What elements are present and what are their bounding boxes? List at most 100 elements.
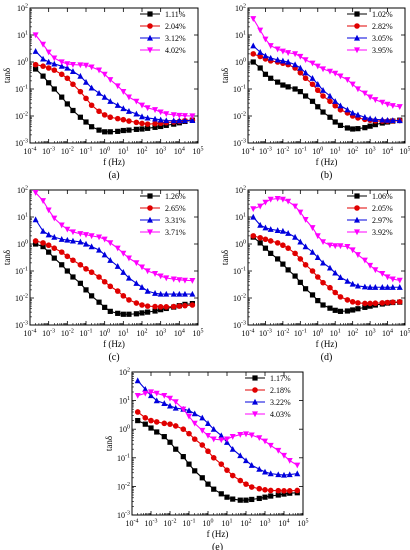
data-point [229, 472, 236, 479]
y-tick-label: 102 [235, 4, 246, 14]
data-point [292, 86, 298, 92]
data-point [332, 119, 338, 125]
data-point [332, 269, 339, 276]
data-point [250, 42, 257, 49]
data-point [344, 277, 351, 284]
data-point [384, 299, 391, 306]
data-point [218, 461, 225, 467]
data-point [126, 118, 132, 124]
x-tick-label: 10-3 [259, 329, 272, 339]
data-point [275, 256, 281, 262]
data-point [142, 415, 149, 421]
x-tick-label: 10-2 [61, 329, 74, 339]
data-point [256, 485, 263, 492]
data-point [349, 81, 356, 88]
y-tick-label: 100 [235, 58, 246, 68]
data-point [332, 289, 339, 296]
data-point [40, 73, 46, 79]
data-point [237, 497, 243, 503]
data-point [199, 427, 206, 434]
x-tick-label: 10-4 [242, 329, 255, 339]
data-point [257, 27, 264, 34]
data-point [148, 425, 154, 431]
x-tick-label: 104 [174, 329, 185, 339]
data-point [176, 117, 183, 124]
data-point [297, 238, 304, 245]
data-point [33, 66, 39, 72]
data-point [379, 300, 386, 306]
data-point [257, 240, 263, 246]
data-point [139, 126, 145, 132]
data-point [320, 93, 326, 99]
data-point [89, 293, 95, 299]
data-point [372, 97, 379, 103]
data-point [320, 109, 326, 115]
data-point [267, 442, 274, 449]
data-point [77, 280, 83, 286]
data-point [218, 432, 225, 439]
data-point [243, 457, 249, 464]
y-tick-label: 10-3 [233, 139, 246, 149]
data-point [45, 231, 52, 238]
data-point [101, 112, 108, 118]
data-point [309, 81, 316, 88]
data-point [64, 226, 71, 233]
data-point [237, 431, 244, 438]
data-point [172, 423, 179, 429]
x-tick-label: 10-3 [145, 519, 158, 529]
data-point [70, 81, 76, 88]
data-point [133, 300, 140, 306]
data-point [320, 259, 327, 266]
data-point [257, 65, 263, 71]
y-tick-label: 100 [17, 240, 28, 250]
data-point [326, 242, 333, 249]
data-point [64, 268, 70, 274]
data-point [268, 75, 274, 81]
data-point [144, 105, 151, 112]
data-point [153, 390, 160, 397]
data-point [309, 268, 316, 274]
data-point [96, 234, 103, 241]
data-point [59, 94, 65, 100]
data-point [361, 90, 368, 97]
data-point [102, 304, 108, 310]
data-point [267, 238, 274, 244]
data-point [262, 468, 268, 475]
data-point [157, 273, 164, 280]
x-tick-label: 10-4 [24, 147, 37, 157]
data-point [230, 496, 236, 502]
data-point [101, 93, 108, 100]
data-point [180, 406, 187, 413]
data-point [114, 245, 121, 252]
data-point [181, 113, 188, 119]
data-point [102, 129, 108, 135]
data-point [176, 303, 183, 309]
data-point [77, 261, 84, 268]
data-point [250, 233, 257, 239]
data-point [309, 292, 316, 298]
data-point [279, 57, 286, 64]
data-point [77, 62, 84, 69]
data-point [120, 89, 127, 95]
x-axis-label: f (Hz) [103, 339, 125, 349]
data-point [337, 122, 344, 128]
data-point [292, 61, 299, 68]
data-point [367, 284, 374, 290]
data-point [133, 311, 139, 317]
data-point [280, 242, 286, 249]
data-point [396, 284, 403, 290]
data-point [257, 221, 264, 228]
data-point [170, 112, 177, 119]
series-3 [250, 42, 403, 124]
y-tick-label: 10-3 [15, 139, 28, 149]
data-point [294, 462, 301, 469]
legend-marker [252, 387, 258, 393]
data-point [286, 457, 293, 464]
data-point [115, 310, 121, 316]
data-point [199, 442, 206, 448]
x-tick-label: 10-2 [164, 519, 177, 529]
legend-marker [354, 205, 360, 211]
data-point [302, 243, 309, 250]
data-point [45, 242, 52, 249]
